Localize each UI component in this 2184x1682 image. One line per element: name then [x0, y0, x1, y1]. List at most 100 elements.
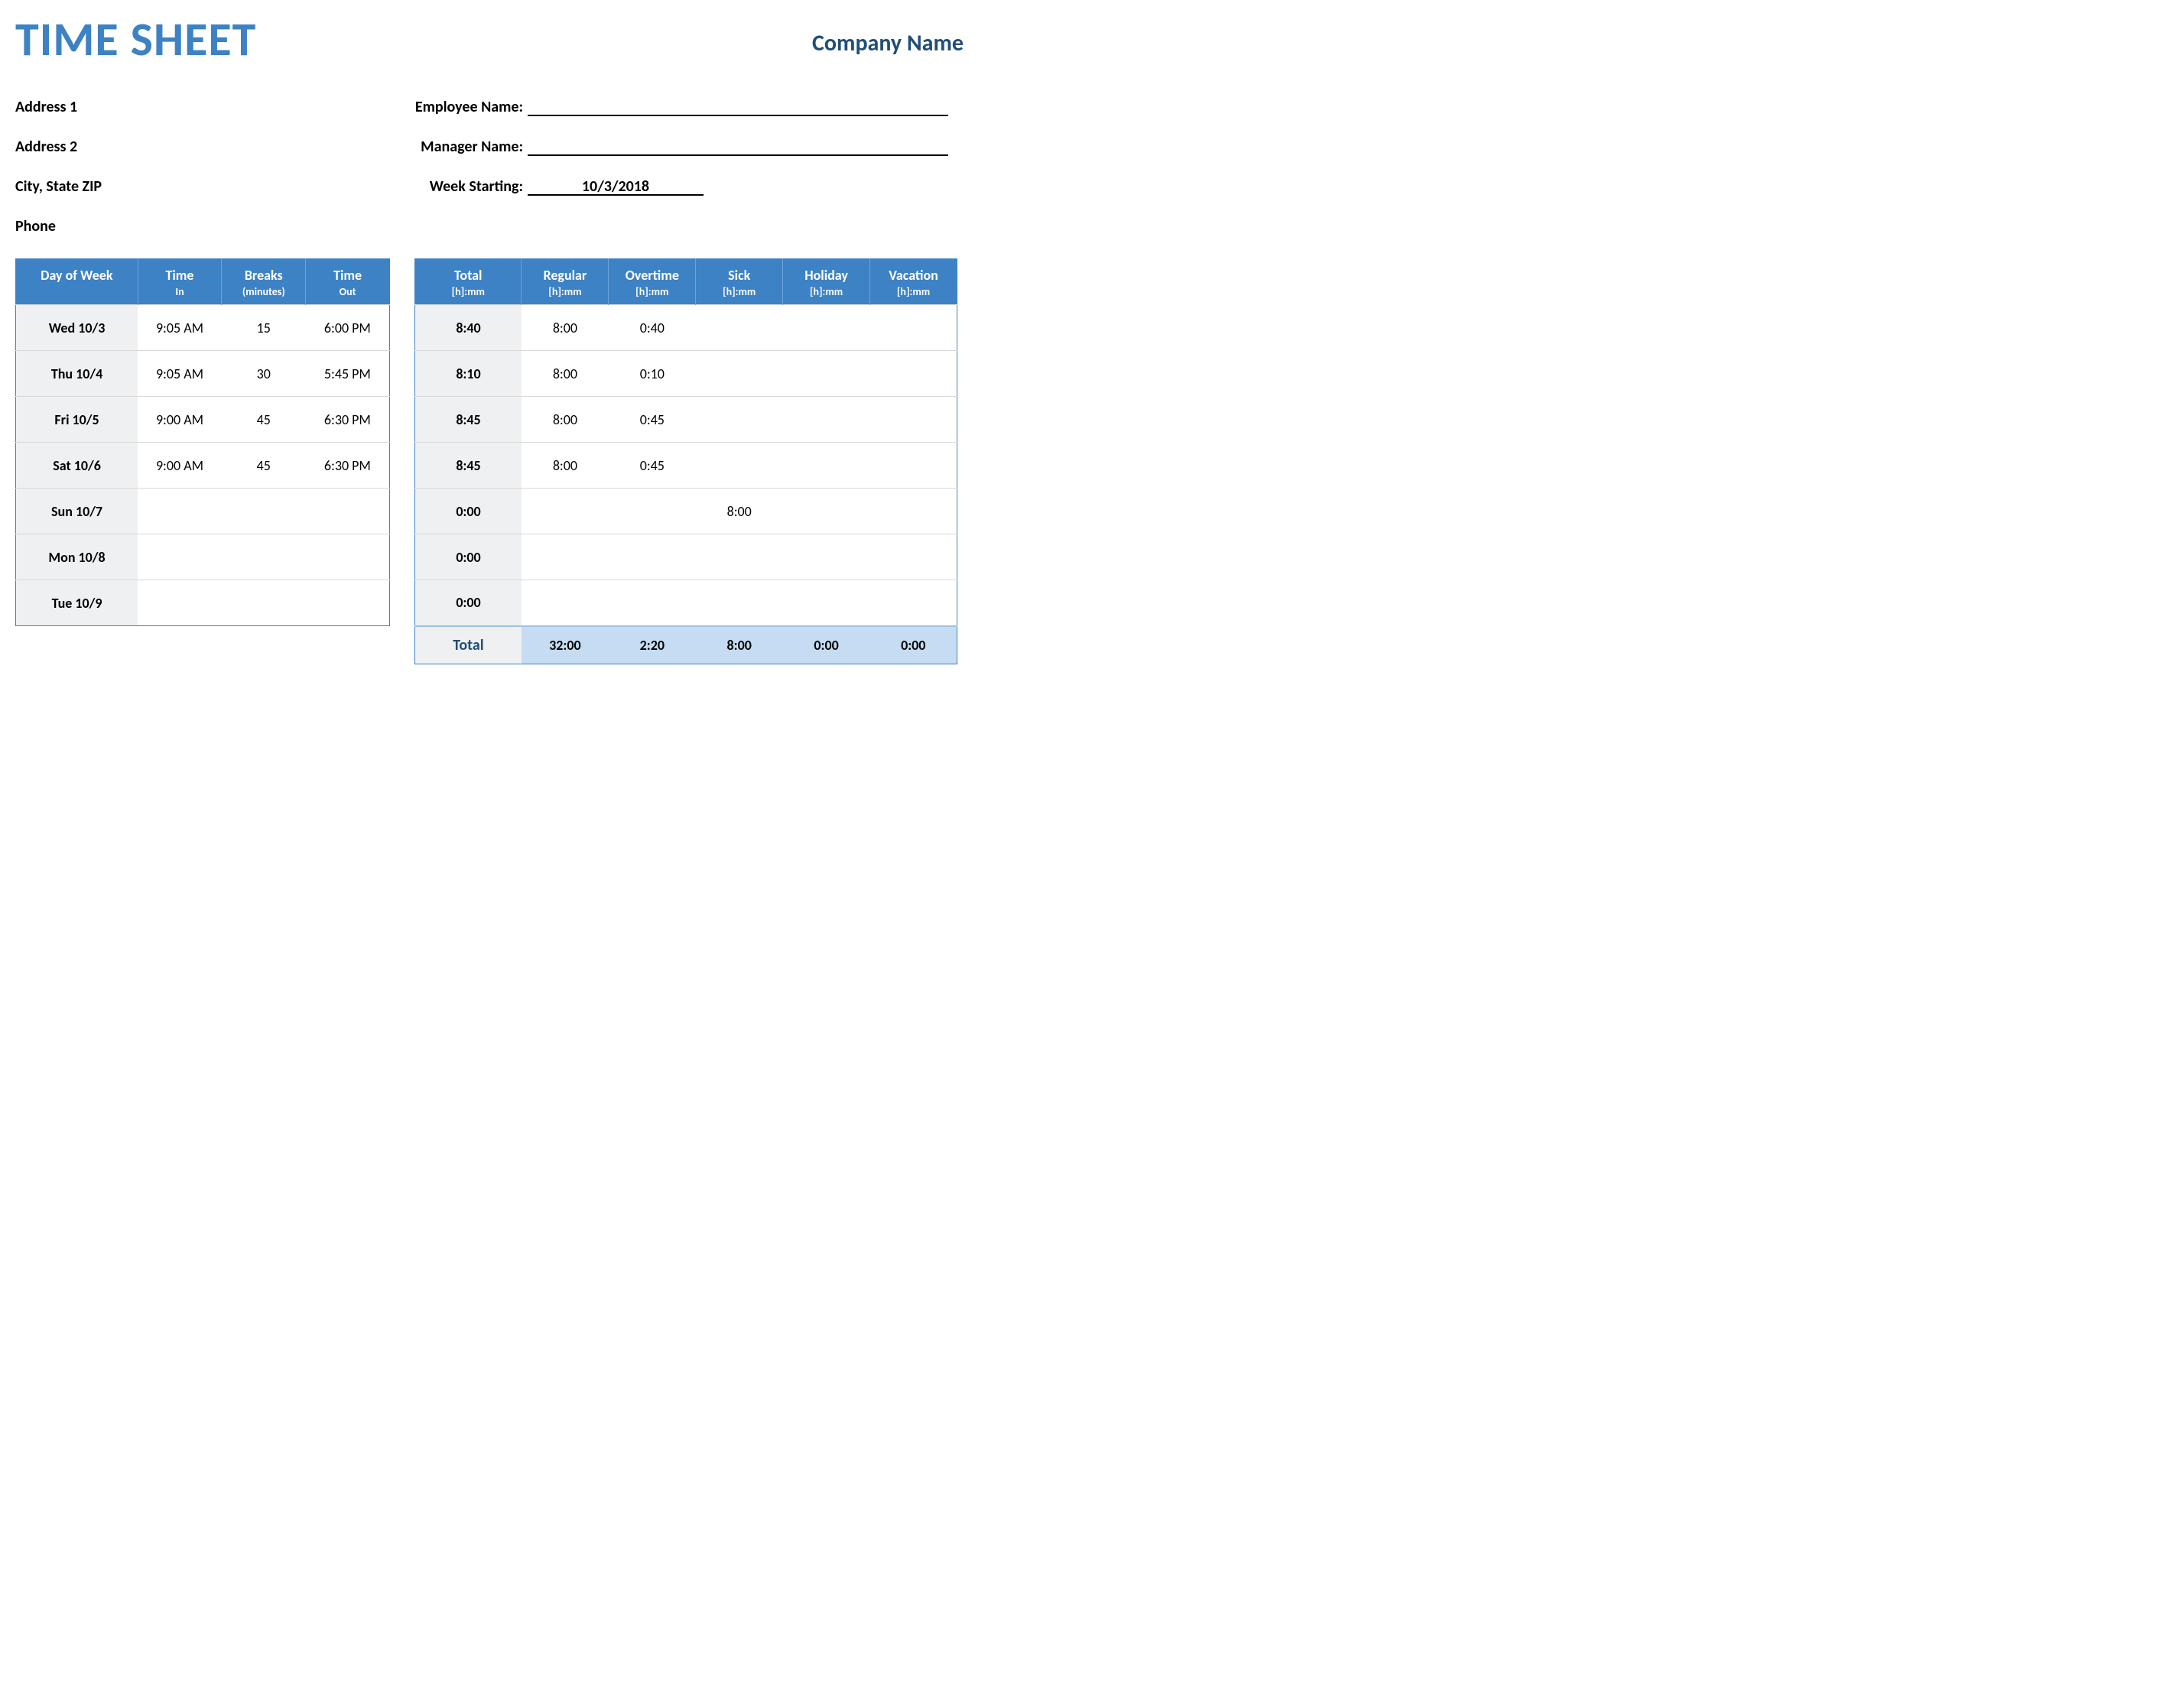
time-cell[interactable]: 5:45 PM [306, 351, 390, 397]
time-cell[interactable]: 9:00 AM [138, 397, 222, 443]
hours-cell[interactable] [783, 397, 870, 443]
manager-name-field[interactable] [528, 138, 948, 156]
employee-name-label: Employee Name: [390, 98, 528, 116]
header-row: TIME SHEET Company Name [15, 15, 964, 63]
time-cell[interactable]: 45 [222, 397, 306, 443]
hours-cell[interactable]: 8:00 [696, 489, 783, 534]
table-row: Sun 10/7 [16, 489, 390, 534]
hours-cell[interactable] [870, 580, 957, 626]
time-cell[interactable]: 6:30 PM [306, 397, 390, 443]
hours-cell[interactable] [870, 397, 957, 443]
hours-cell[interactable] [696, 580, 783, 626]
total-cell[interactable]: 8:45 [415, 397, 522, 443]
table-row: 8:108:000:10 [415, 351, 957, 397]
time-cell[interactable]: 9:05 AM [138, 305, 222, 351]
hours-cell[interactable]: 8:00 [522, 351, 609, 397]
time-cell[interactable] [138, 534, 222, 580]
hours-cell[interactable] [783, 580, 870, 626]
table-row: 8:408:000:40 [415, 305, 957, 351]
hours-cell[interactable] [696, 305, 783, 351]
hours-cell[interactable] [870, 351, 957, 397]
hours-cell[interactable] [870, 305, 957, 351]
city-state-zip-label: City, State ZIP [15, 177, 390, 196]
time-cell[interactable]: 45 [222, 443, 306, 489]
week-starting-field[interactable]: 10/3/2018 [528, 177, 704, 196]
column-header: Holiday[h]:mm [783, 259, 870, 305]
day-cell: Sun 10/7 [16, 489, 138, 534]
hours-cell[interactable] [522, 534, 609, 580]
hours-cell[interactable] [696, 397, 783, 443]
hours-cell[interactable] [696, 351, 783, 397]
table-row: 0:00 [415, 580, 957, 626]
column-header: Day of Week [16, 259, 138, 305]
total-cell[interactable]: 0:00 [415, 580, 522, 626]
hours-cell[interactable]: 0:10 [609, 351, 696, 397]
hours-summary-body: 8:408:000:408:108:000:108:458:000:458:45… [415, 305, 957, 664]
day-cell: Thu 10/4 [16, 351, 138, 397]
table-row: Tue 10/9 [16, 580, 390, 626]
timesheet-page: TIME SHEET Company Name Address 1 Employ… [15, 15, 964, 664]
hours-cell[interactable] [783, 443, 870, 489]
hours-cell[interactable] [783, 351, 870, 397]
hours-cell[interactable]: 8:00 [522, 397, 609, 443]
table-row: 8:458:000:45 [415, 397, 957, 443]
total-cell[interactable]: 0:00 [415, 489, 522, 534]
hours-cell[interactable] [783, 489, 870, 534]
hours-cell[interactable] [609, 580, 696, 626]
time-cell[interactable]: 30 [222, 351, 306, 397]
hours-cell[interactable] [783, 305, 870, 351]
day-cell: Sat 10/6 [16, 443, 138, 489]
week-starting-label: Week Starting: [390, 177, 528, 196]
column-header: TimeIn [138, 259, 222, 305]
hours-cell[interactable] [783, 534, 870, 580]
time-cell[interactable] [138, 580, 222, 626]
column-header: Overtime[h]:mm [609, 259, 696, 305]
time-cell[interactable]: 6:00 PM [306, 305, 390, 351]
time-entry-table: Day of WeekTimeInBreaks(minutes)TimeOut … [15, 258, 390, 626]
hours-cell[interactable] [522, 580, 609, 626]
column-header: Vacation[h]:mm [870, 259, 957, 305]
time-cell[interactable] [222, 534, 306, 580]
hours-cell[interactable]: 0:45 [609, 443, 696, 489]
hours-summary-header-row: Total[h]:mmRegular[h]:mmOvertime[h]:mmSi… [415, 259, 957, 305]
time-cell[interactable] [222, 580, 306, 626]
total-value-cell: 32:00 [522, 626, 609, 664]
time-cell[interactable]: 9:05 AM [138, 351, 222, 397]
hours-cell[interactable] [870, 443, 957, 489]
time-cell[interactable] [306, 489, 390, 534]
total-value-cell: 0:00 [870, 626, 957, 664]
time-cell[interactable]: 6:30 PM [306, 443, 390, 489]
total-value-cell: 2:20 [609, 626, 696, 664]
hours-cell[interactable] [870, 489, 957, 534]
hours-cell[interactable] [609, 534, 696, 580]
time-cell[interactable] [138, 489, 222, 534]
hours-cell[interactable] [522, 489, 609, 534]
time-cell[interactable] [306, 580, 390, 626]
hours-cell[interactable]: 0:40 [609, 305, 696, 351]
total-cell[interactable]: 0:00 [415, 534, 522, 580]
hours-cell[interactable]: 0:45 [609, 397, 696, 443]
employee-name-field[interactable] [528, 98, 948, 116]
page-title: TIME SHEET [15, 15, 256, 63]
column-header: TimeOut [306, 259, 390, 305]
table-row: Thu 10/49:05 AM305:45 PM [16, 351, 390, 397]
hours-cell[interactable] [870, 534, 957, 580]
hours-cell[interactable]: 8:00 [522, 305, 609, 351]
time-cell[interactable]: 15 [222, 305, 306, 351]
hours-cell[interactable] [609, 489, 696, 534]
company-name: Company Name [812, 29, 964, 57]
total-cell[interactable]: 8:10 [415, 351, 522, 397]
column-header: Total[h]:mm [415, 259, 522, 305]
hours-cell[interactable]: 8:00 [522, 443, 609, 489]
time-cell[interactable]: 9:00 AM [138, 443, 222, 489]
time-cell[interactable] [222, 489, 306, 534]
time-entry-body: Wed 10/39:05 AM156:00 PMThu 10/49:05 AM3… [16, 305, 390, 626]
total-value-cell: 8:00 [696, 626, 783, 664]
total-cell[interactable]: 8:40 [415, 305, 522, 351]
total-cell[interactable]: 8:45 [415, 443, 522, 489]
info-block: Address 1 Employee Name: Address 2 Manag… [15, 93, 964, 235]
hours-cell[interactable] [696, 534, 783, 580]
hours-cell[interactable] [696, 443, 783, 489]
table-row: 0:00 [415, 534, 957, 580]
time-cell[interactable] [306, 534, 390, 580]
